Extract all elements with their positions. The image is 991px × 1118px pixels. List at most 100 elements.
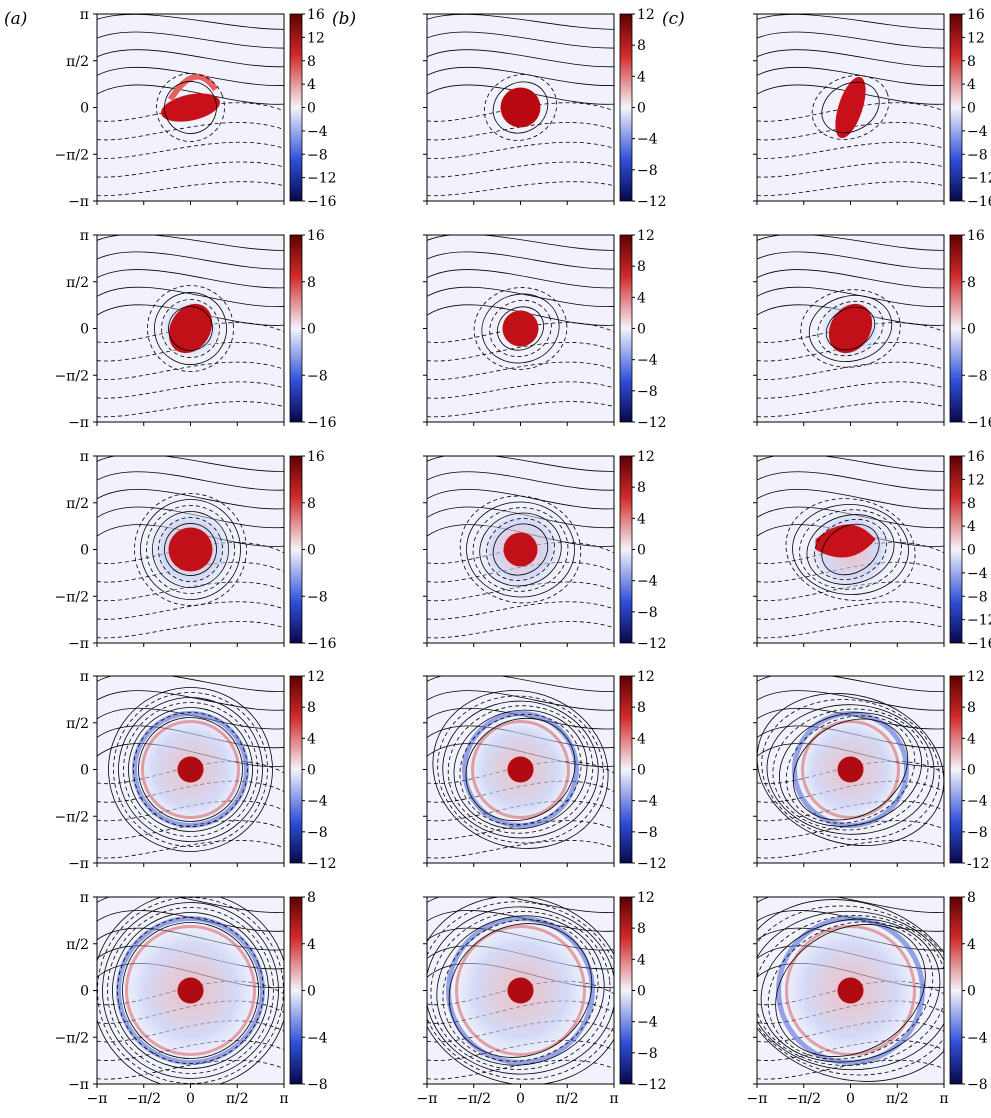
colorbar-tick-label: −8 xyxy=(637,825,658,841)
streamline-ring xyxy=(138,717,243,822)
colorbar-tick-label: 8 xyxy=(967,890,976,906)
colorbar-tick-label: −16 xyxy=(967,415,991,431)
streamline xyxy=(757,181,944,197)
colorbar-tick-label: 8 xyxy=(307,275,316,291)
colorbar-tick-label: 8 xyxy=(307,54,316,70)
colorbar xyxy=(949,675,963,864)
panel-r5-c3: 8 4 0 −4 −8 xyxy=(753,890,988,1093)
streamline xyxy=(427,66,614,86)
x-tick-label: −π/2 xyxy=(126,1091,161,1107)
streamline-ring xyxy=(427,897,614,1084)
colorbar-tick-label: 4 xyxy=(637,511,646,527)
colorbar-tick-label: 0 xyxy=(637,101,646,117)
colorbar-tick-label: 16 xyxy=(307,228,325,244)
y-tick-label: π xyxy=(80,228,89,244)
streamline xyxy=(97,840,284,859)
streamline-ring xyxy=(123,702,258,837)
streamline-ring xyxy=(442,919,599,1062)
colorbar-tick-label: 8 xyxy=(967,275,976,291)
streamline xyxy=(97,181,284,197)
colorbar-tick-label: −8 xyxy=(967,589,988,605)
streamline xyxy=(757,235,944,251)
colorbar-tick-label: −16 xyxy=(307,636,337,652)
streamline xyxy=(427,381,614,399)
colorbar xyxy=(619,455,633,644)
streamline xyxy=(757,897,944,913)
vortex-core xyxy=(161,93,220,122)
streamline xyxy=(757,14,944,30)
streamline xyxy=(97,471,284,491)
streamline xyxy=(427,181,614,197)
vortex-core xyxy=(815,524,876,558)
streamline xyxy=(427,141,614,159)
colorbar-tick-label: 12 xyxy=(967,30,985,46)
streamline-ring xyxy=(785,715,916,824)
streamline-ring xyxy=(472,507,569,592)
colorbar-tick-label: 0 xyxy=(637,543,646,559)
streamline xyxy=(757,601,944,620)
streamline-ring xyxy=(465,717,576,822)
streamline xyxy=(97,84,284,105)
colorbar-tick-label: 0 xyxy=(307,763,316,779)
colorbar-tick-label: −12 xyxy=(967,613,991,629)
colorbar xyxy=(289,896,303,1085)
streamline-ring xyxy=(486,518,555,581)
colorbar-tick-label: −4 xyxy=(307,1030,328,1046)
colorbar xyxy=(289,13,303,202)
y-tick-label: 0 xyxy=(80,984,89,1000)
colorbar-tick-label: 4 xyxy=(307,731,316,747)
colorbar-tick-label: 16 xyxy=(967,7,985,23)
colorbar-tick-label: 8 xyxy=(307,700,316,716)
streamline-ring xyxy=(147,285,234,372)
panel-r4-c3: 12 8 4 0 −4 −8 -12 xyxy=(753,669,990,872)
colorbar-tick-label: −4 xyxy=(637,132,658,148)
vortex-ring-red xyxy=(141,720,240,819)
streamline-ring xyxy=(161,299,220,358)
column-label-a: (a) xyxy=(4,9,27,29)
vortex-core xyxy=(502,310,539,347)
x-tick-label: 0 xyxy=(516,1091,525,1107)
y-tick-label: −π/2 xyxy=(54,368,89,384)
streamline-ring xyxy=(811,75,890,140)
streamline-ring xyxy=(772,708,929,831)
streamline-ring xyxy=(158,517,223,582)
vortex-ring-blue xyxy=(776,916,925,1065)
panel-r1-c3: 16 12 8 4 0 −4 −8 −12 −16 xyxy=(753,7,991,210)
colorbar-tick-label: 12 xyxy=(637,228,655,244)
colorbar-tick-label: 0 xyxy=(967,543,976,559)
streamline xyxy=(97,897,284,913)
vortex-ring-blue xyxy=(462,711,579,828)
colorbar-tick-label: −8 xyxy=(637,384,658,400)
streamline xyxy=(97,269,284,289)
x-tick-label: π xyxy=(279,1091,288,1107)
colorbar-tick-label: 8 xyxy=(307,890,316,906)
colorbar-tick-label: 0 xyxy=(637,984,646,1000)
vortex-arm xyxy=(167,73,218,102)
colorbar-tick-label: 8 xyxy=(637,480,646,496)
colorbar-tick-label: 4 xyxy=(967,519,976,535)
streamline-ring xyxy=(112,912,269,1069)
streamline xyxy=(427,251,614,270)
streamline xyxy=(97,141,284,159)
colorbar-tick-label: 16 xyxy=(967,449,985,465)
streamline-ring xyxy=(766,704,935,835)
colorbar-tick-label: −12 xyxy=(637,636,667,652)
streamline xyxy=(757,66,944,86)
y-tick-label: −π xyxy=(68,194,89,210)
colorbar-tick-label: 12 xyxy=(637,449,655,465)
colorbar xyxy=(949,13,963,202)
streamline xyxy=(757,471,944,491)
streamline xyxy=(757,31,944,49)
streamline xyxy=(757,286,944,307)
streamline-ring xyxy=(442,700,599,839)
vortex-core xyxy=(500,87,541,128)
colorbar-tick-label: 8 xyxy=(967,54,976,70)
vortex-core xyxy=(168,303,213,354)
x-tick-label: −π/2 xyxy=(786,1091,821,1107)
streamline xyxy=(427,235,614,251)
vortex-ring-red xyxy=(455,925,586,1056)
streamline-ring xyxy=(102,902,279,1079)
streamline xyxy=(97,66,284,86)
y-tick-label: −π xyxy=(68,856,89,872)
